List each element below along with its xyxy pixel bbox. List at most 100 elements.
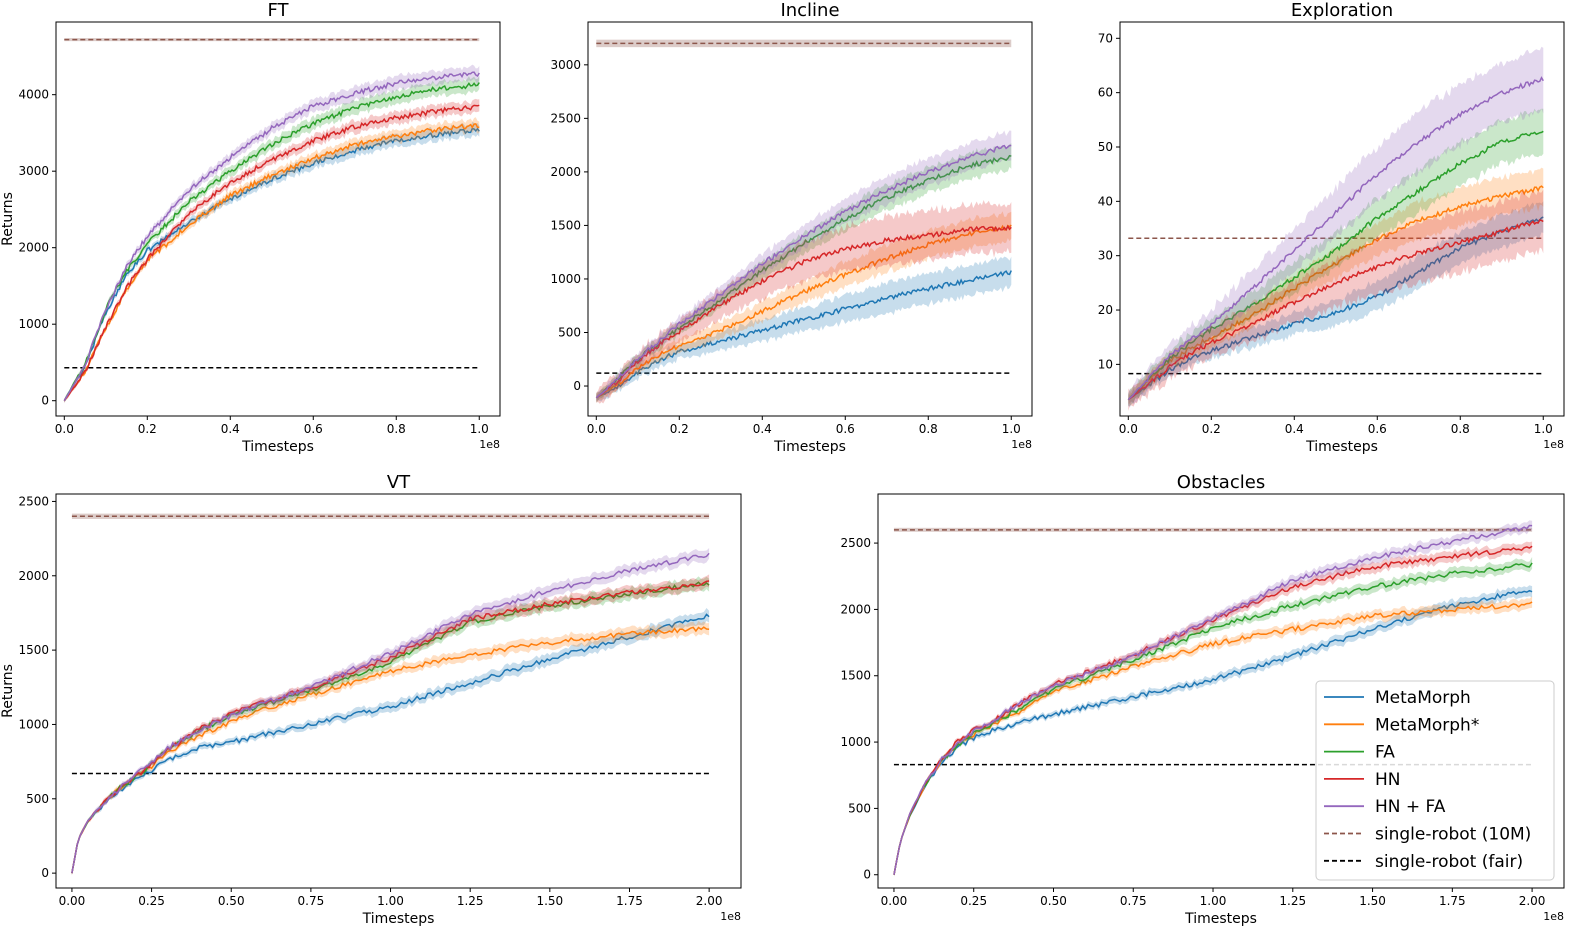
y-tick-label: 1500 — [550, 218, 581, 232]
legend: MetaMorph MetaMorph* FA HN HN + FA single-rob… — [1315, 680, 1555, 881]
series-line-fa — [63, 82, 480, 402]
x-axis-label: Timesteps — [773, 439, 846, 455]
x-offset-label: 1e8 — [1543, 910, 1564, 923]
y-tick-label: 50 — [1098, 140, 1113, 154]
x-axis-label: Timesteps — [1184, 911, 1257, 927]
chart-exploration: 0.0 0.2 0.4 0.6 0.8 1.0 10 20 30 40 50 60 70 Explorat… — [1098, 0, 1565, 455]
x-tick-label: 2.00 — [1519, 894, 1546, 908]
y-tick-label: 1500 — [840, 669, 871, 683]
y-tick-label: 3000 — [18, 164, 49, 178]
x-tick-label: 0.4 — [753, 422, 772, 436]
legend-entry-fa: FA — [1324, 743, 1395, 763]
chart-vt: 0.00 0.25 0.50 0.75 1.00 1.25 1.50 1.75 2.00 0 500… — [0, 472, 742, 927]
baseline-band-single10m — [64, 38, 480, 42]
y-tick-label: 1000 — [840, 735, 871, 749]
y-tick-label: 0 — [41, 394, 49, 408]
y-tick-label: 3000 — [550, 58, 581, 72]
x-axis-label: Timesteps — [1305, 439, 1378, 455]
band-metamorph_star — [1128, 167, 1544, 404]
plot-area-obstacles — [893, 520, 1533, 877]
baseline-band-single10m — [893, 527, 1533, 532]
series-line-metamorph_star — [893, 601, 1533, 875]
x-tick-label: 1.0 — [1534, 422, 1553, 436]
chart-incline: 0.0 0.2 0.4 0.6 0.8 1.0 0 500 1000 1500 2000 2500 30… — [550, 0, 1033, 455]
y-tick-label: 1000 — [550, 272, 581, 286]
legend-entry-hn_fa: HN + FA — [1324, 797, 1446, 817]
series-line-metamorph_star — [63, 123, 480, 402]
y-tick-label: 20 — [1098, 303, 1113, 317]
series-line-metamorph — [71, 613, 710, 874]
series-line-hn — [71, 580, 710, 874]
y-axis-label: Returns — [0, 192, 16, 246]
band-metamorph — [1128, 201, 1544, 406]
legend-entry-metamorph: MetaMorph — [1324, 688, 1471, 708]
band-hn — [71, 574, 710, 875]
chart-title-obstacles: Obstacles — [1177, 472, 1265, 493]
x-tick-label: 2.00 — [696, 894, 723, 908]
series-line-hn_fa — [893, 524, 1533, 875]
x-axis-label: Timesteps — [241, 439, 314, 455]
legend-entry-single10m: single-robot (10M) — [1324, 825, 1531, 845]
x-tick-label: 0.8 — [387, 422, 406, 436]
band-metamorph_star — [596, 211, 1012, 402]
y-tick-label: 500 — [848, 801, 871, 815]
x-tick-label: 1.0 — [1002, 422, 1021, 436]
x-tick-label: 0.75 — [1120, 894, 1147, 908]
legend-box — [1315, 680, 1555, 881]
axes-frame-incline — [587, 21, 1033, 417]
band-fa — [596, 143, 1012, 403]
band-hn_fa — [894, 520, 1533, 877]
band-hn — [1128, 189, 1544, 411]
x-tick-label: 0.8 — [919, 422, 938, 436]
x-tick-label: 1.50 — [536, 894, 563, 908]
x-tick-label: 0.4 — [221, 422, 240, 436]
y-tick-label: 70 — [1098, 31, 1113, 45]
band-fa — [1128, 108, 1544, 407]
series-line-hn_fa — [63, 71, 480, 402]
series-line-fa — [71, 581, 710, 874]
y-tick-label: 2500 — [840, 536, 871, 550]
x-tick-label: 0.0 — [587, 422, 606, 436]
baseline-band-single10m — [71, 513, 710, 519]
band-hn — [596, 200, 1012, 404]
legend-label: MetaMorph — [1375, 688, 1471, 708]
series-line-metamorph — [595, 270, 1012, 399]
legend-label: single-robot (fair) — [1375, 852, 1523, 872]
series-line-metamorph_star — [1127, 185, 1544, 401]
band-metamorph_star — [71, 620, 710, 876]
y-tick-label: 1000 — [18, 317, 49, 331]
y-tick-label: 2500 — [550, 111, 581, 125]
chart-title-ft: FT — [267, 0, 289, 21]
legend-entry-singlefair: single-robot (fair) — [1324, 852, 1523, 872]
legend-label: HN — [1375, 770, 1401, 790]
x-tick-label: 0.0 — [1119, 422, 1138, 436]
baseline-band-single10m — [596, 39, 1012, 48]
y-tick-label: 60 — [1098, 86, 1113, 100]
legend-entry-metamorph_star: MetaMorph* — [1324, 715, 1479, 735]
x-tick-label: 0.25 — [138, 894, 165, 908]
x-tick-label: 1.00 — [377, 894, 404, 908]
axes-frame-exploration — [1119, 21, 1565, 417]
legend-entry-hn: HN — [1324, 770, 1401, 790]
band-hn_fa — [1128, 46, 1544, 408]
plot-area-incline — [595, 39, 1012, 404]
y-tick-label: 0 — [573, 379, 581, 393]
axes-frame-ft — [55, 21, 501, 417]
y-tick-label: 0 — [41, 866, 49, 880]
y-tick-label: 2000 — [18, 569, 49, 583]
y-tick-label: 40 — [1098, 194, 1113, 208]
x-offset-label: 1e8 — [1543, 438, 1564, 451]
chart-ft: 0.0 0.2 0.4 0.6 0.8 1.0 0 1000 2000 3000 4000 FT Tim… — [0, 0, 501, 455]
chart-title-incline: Incline — [780, 0, 839, 21]
legend-label: FA — [1375, 743, 1395, 763]
x-tick-label: 0.50 — [218, 894, 245, 908]
y-tick-label: 1500 — [18, 643, 49, 657]
chart-title-exploration: Exploration — [1291, 0, 1393, 21]
y-tick-label: 2500 — [18, 494, 49, 508]
series-line-hn — [1127, 219, 1544, 401]
x-tick-label: 1.0 — [470, 422, 489, 436]
x-tick-label: 1.75 — [1439, 894, 1466, 908]
x-tick-label: 0.8 — [1451, 422, 1470, 436]
